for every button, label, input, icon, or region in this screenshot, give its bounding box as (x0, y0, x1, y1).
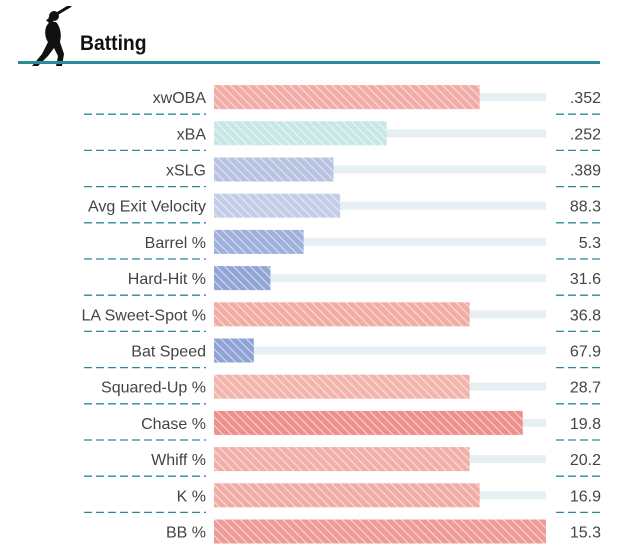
table-row: BB % 15.3 (166, 519, 601, 544)
table-row: xwOBA .352 (84, 85, 602, 115)
header-rule (18, 61, 600, 64)
value-label: .252 (570, 126, 601, 143)
table-row: Avg Exit Velocity 88.3 (84, 193, 602, 224)
value-label: 31.6 (570, 271, 601, 288)
category-label: BB % (166, 525, 206, 542)
value-label: 20.2 (570, 452, 601, 469)
category-label: Whiff % (151, 452, 206, 469)
bar-hatch (214, 121, 387, 146)
category-label: Avg Exit Velocity (88, 199, 206, 216)
bar-hatch (214, 266, 271, 291)
value-label: 88.3 (570, 199, 601, 216)
bar-hatch (214, 85, 480, 110)
bar-hatch (214, 410, 523, 435)
bar-hatch (214, 338, 254, 363)
table-row: Hard-Hit % 31.6 (84, 266, 602, 296)
section-title: Batting (80, 32, 147, 55)
value-label: 15.3 (570, 525, 601, 542)
bar-track (214, 346, 546, 355)
table-row: xSLG .389 (84, 157, 602, 188)
category-label: Hard-Hit % (128, 271, 206, 288)
category-label: LA Sweet-Spot % (81, 307, 206, 324)
bar-track (214, 274, 546, 283)
value-label: 5.3 (579, 235, 601, 252)
bar-hatch (214, 519, 546, 544)
bar-track (214, 237, 546, 246)
bar-hatch (214, 374, 470, 399)
bar-hatch (214, 483, 480, 508)
bar-track (214, 165, 546, 174)
table-row: Chase % 19.8 (84, 410, 602, 441)
bar-hatch (214, 157, 334, 182)
bar-hatch (214, 447, 470, 472)
category-label: Squared-Up % (101, 380, 206, 397)
category-label: Barrel % (145, 235, 206, 252)
bar-hatch (214, 302, 470, 327)
bar-hatch (214, 193, 341, 218)
value-label: 19.8 (570, 416, 601, 433)
category-label: Bat Speed (131, 344, 206, 361)
batter-icon (32, 6, 72, 66)
value-label: .352 (570, 90, 601, 107)
category-label: K % (177, 488, 206, 505)
table-row: Bat Speed 67.9 (84, 338, 602, 369)
value-label: 67.9 (570, 344, 601, 361)
table-row: LA Sweet-Spot % 36.8 (81, 302, 602, 333)
table-row: Whiff % 20.2 (84, 447, 602, 477)
table-row: Barrel % 5.3 (84, 229, 602, 260)
bar-track (214, 201, 546, 210)
bar-hatch (214, 229, 304, 254)
category-label: Chase % (141, 416, 206, 433)
value-label: .389 (570, 163, 601, 180)
value-label: 28.7 (570, 380, 601, 397)
category-label: xwOBA (153, 90, 207, 107)
table-row: Squared-Up % 28.7 (84, 374, 602, 405)
table-row: K % 16.9 (84, 483, 602, 514)
category-label: xSLG (166, 163, 206, 180)
value-label: 36.8 (570, 307, 601, 324)
table-row: xBA .252 (84, 121, 602, 152)
category-label: xBA (177, 126, 207, 143)
value-label: 16.9 (570, 488, 601, 505)
section-header: Batting (18, 6, 600, 66)
